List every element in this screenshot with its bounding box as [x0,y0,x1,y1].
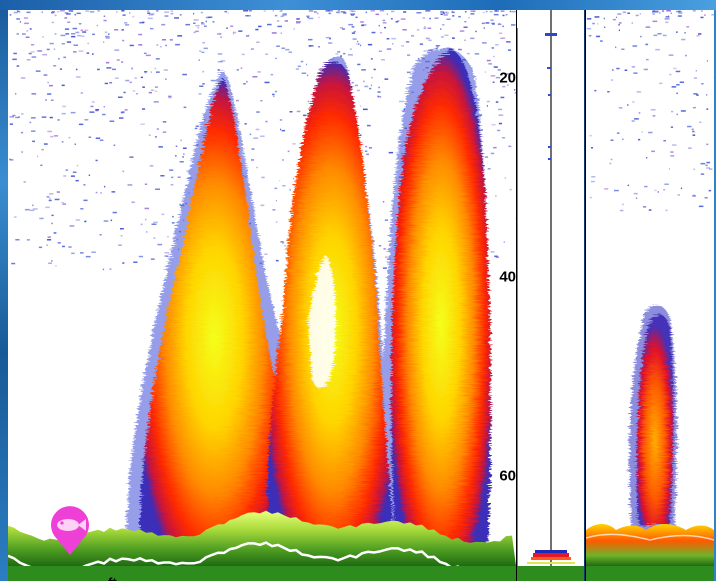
right-border [714,10,716,581]
sonar-echo-display [8,10,516,581]
secondary-echo-display [586,10,714,581]
depth-tick-40: 40 [499,268,516,286]
bottom-layer [8,510,516,581]
fish-target-icon[interactable] [49,505,91,557]
top-header-strip [0,0,716,10]
depth-unit-label: ft [108,575,117,581]
depth-tick-60: 60 [499,467,516,485]
fish-school [629,304,677,530]
depth-tick-20: 20 [499,69,516,87]
secondary-sonar-pane[interactable] [586,10,714,581]
left-border [0,10,8,581]
a-scope-pane [517,10,584,581]
surface-clutter [586,10,714,212]
sonar-history-pane[interactable]: ft 20 40 60 [8,10,516,581]
pane-divider-right[interactable] [585,10,586,581]
a-scope-display [517,10,584,581]
fish-schools [126,47,491,551]
